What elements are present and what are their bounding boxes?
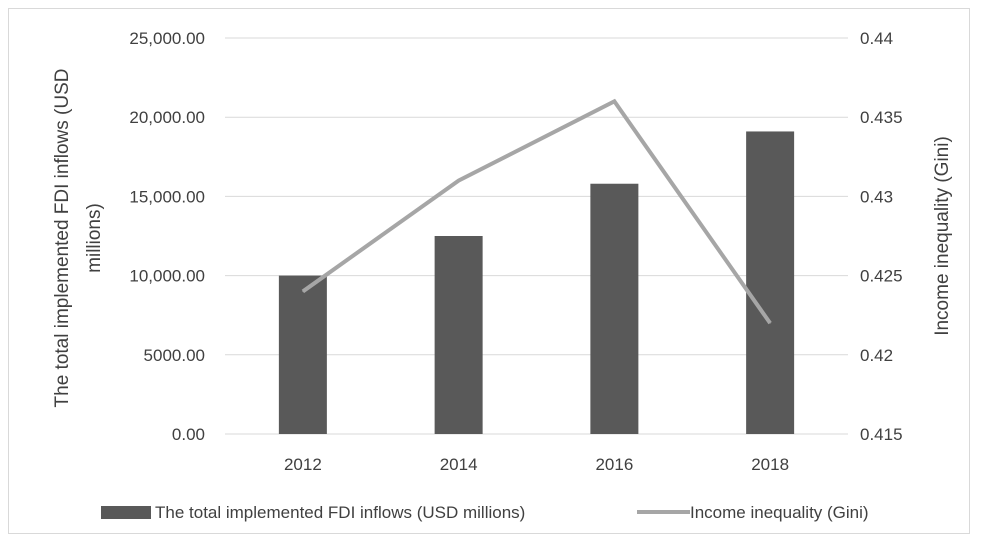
left-axis-title-line2: millions) [84, 203, 105, 273]
bar [434, 236, 483, 434]
right-axis-tick-label: 0.435 [860, 108, 903, 127]
bar [746, 131, 795, 434]
gini-point [769, 322, 771, 324]
left-axis-tick-label: 10,000.00 [129, 267, 205, 286]
right-axis-tick-label: 0.415 [860, 425, 903, 444]
left-axis-tick-label: 20,000.00 [129, 108, 205, 127]
right-axis-ticks: 0.415 0.42 0.425 0.43 0.435 0.44 [860, 29, 903, 444]
x-axis-ticks: 2012 2014 2016 2018 [284, 455, 789, 474]
right-axis-tick-label: 0.425 [860, 267, 903, 286]
left-axis-ticks: 0.00 5000.00 10,000.00 15,000.00 20,000.00 25… [129, 29, 205, 444]
x-axis-tick-label: 2012 [284, 455, 322, 474]
right-axis-title: Income inequality (Gini) [932, 136, 953, 336]
legend-swatch-bars [101, 506, 151, 519]
bar [278, 275, 327, 434]
bar [590, 183, 639, 434]
chart-frame [8, 8, 970, 534]
bar-series [278, 131, 795, 434]
left-axis-tick-label: 0.00 [172, 425, 205, 444]
gini-point [613, 100, 615, 102]
x-axis-tick-label: 2018 [751, 455, 789, 474]
legend-label-line: Income inequality (Gini) [690, 503, 869, 522]
left-axis-tick-label: 5000.00 [144, 346, 205, 365]
right-axis-tick-label: 0.44 [860, 29, 893, 48]
legend: The total implemented FDI inflows (USD m… [101, 503, 869, 522]
legend-label-bars: The total implemented FDI inflows (USD m… [155, 503, 525, 522]
right-axis-tick-label: 0.43 [860, 187, 893, 206]
x-axis-tick-label: 2016 [595, 455, 633, 474]
left-axis-title-line1: The total implemented FDI inflows (USD [52, 69, 73, 408]
x-axis-tick-label: 2014 [440, 455, 478, 474]
left-axis-tick-label: 15,000.00 [129, 187, 205, 206]
left-axis-tick-label: 25,000.00 [129, 29, 205, 48]
gini-line [301, 98, 772, 325]
line-series [301, 98, 772, 325]
right-axis-tick-label: 0.42 [860, 346, 893, 365]
gridlines [225, 37, 848, 435]
gini-point [458, 180, 460, 182]
gini-point [302, 290, 304, 292]
